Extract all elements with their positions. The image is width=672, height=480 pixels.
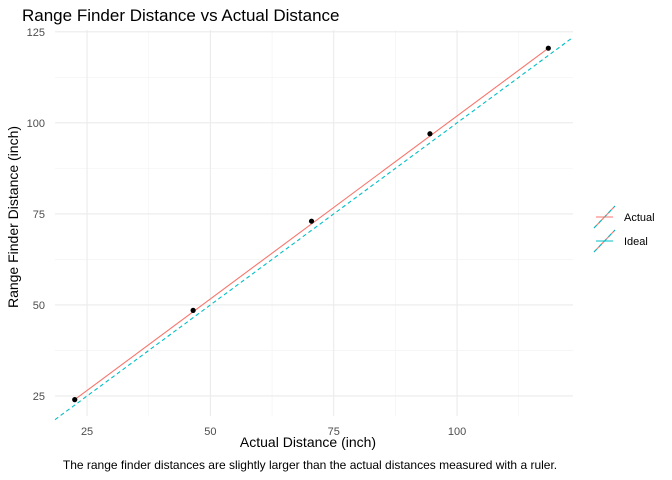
legend-label-actual: Actual [624, 212, 655, 224]
x-axis-ticks: 25 50 75 100 [81, 426, 466, 438]
y-tick-label: 125 [27, 27, 45, 39]
x-tick-label: 75 [328, 426, 340, 438]
data-point [308, 218, 315, 224]
legend-label-ideal: Ideal [624, 236, 648, 248]
series-line-ideal [54, 36, 574, 421]
y-tick-label: 50 [33, 300, 45, 312]
y-tick-label: 100 [27, 118, 45, 130]
chart-caption: The range finder distances are slightly … [63, 458, 557, 472]
data-point [72, 397, 78, 403]
series-line-actual [74, 47, 549, 401]
data-point [545, 45, 551, 51]
y-axis-title: Range Finder Distance (inch) [5, 126, 21, 308]
data-points [72, 45, 551, 403]
y-axis-ticks: 25 50 75 100 125 [27, 27, 45, 403]
y-tick-label: 25 [33, 391, 45, 403]
x-tick-label: 50 [204, 426, 216, 438]
data-point [427, 131, 433, 137]
x-axis-title: Actual Distance (inch) [240, 434, 376, 450]
series-lines [54, 36, 574, 421]
x-tick-label: 25 [81, 426, 93, 438]
legend: Actual Ideal [593, 205, 655, 253]
data-point [190, 307, 196, 313]
x-tick-label: 100 [448, 426, 466, 438]
y-tick-label: 75 [33, 209, 45, 221]
grid-lines [55, 30, 573, 416]
chart-title: Range Finder Distance vs Actual Distance [22, 6, 340, 25]
